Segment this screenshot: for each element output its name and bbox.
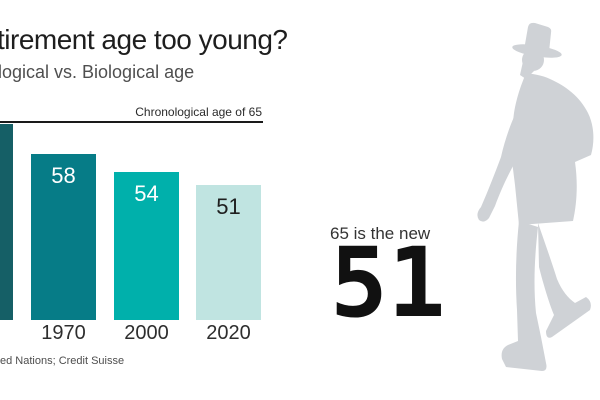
front-leg	[501, 221, 547, 371]
front-arm	[477, 105, 522, 222]
x-axis-label: 1970	[41, 322, 86, 344]
page-title: tirement age too young?	[0, 24, 288, 55]
face-beard	[520, 57, 534, 79]
source-note: ed Nations; Credit Suisse	[0, 355, 125, 367]
x-axis-label: 2020	[206, 322, 251, 344]
bar-2020: 51	[196, 184, 261, 320]
reference-line	[0, 121, 263, 123]
fedora-crown	[524, 22, 552, 52]
back-leg	[538, 223, 591, 338]
x-axis-label: 2000	[124, 322, 169, 344]
annotation-big-number: 51	[330, 227, 446, 339]
walking-man-silhouette	[477, 22, 594, 371]
torso	[510, 73, 594, 225]
bar-value-label: 51	[216, 193, 241, 219]
annotation-text: 65 is the new	[330, 224, 431, 243]
bar-2000: 54	[114, 171, 179, 320]
page-subtitle: logical vs. Biological age	[0, 62, 195, 82]
bar-value-label: 58	[51, 163, 76, 189]
bar-1970: 58	[31, 154, 96, 320]
bar-value-label: 54	[134, 180, 159, 206]
bar-cropped-65	[0, 124, 13, 320]
reference-line-label: Chronological age of 65	[135, 105, 262, 119]
